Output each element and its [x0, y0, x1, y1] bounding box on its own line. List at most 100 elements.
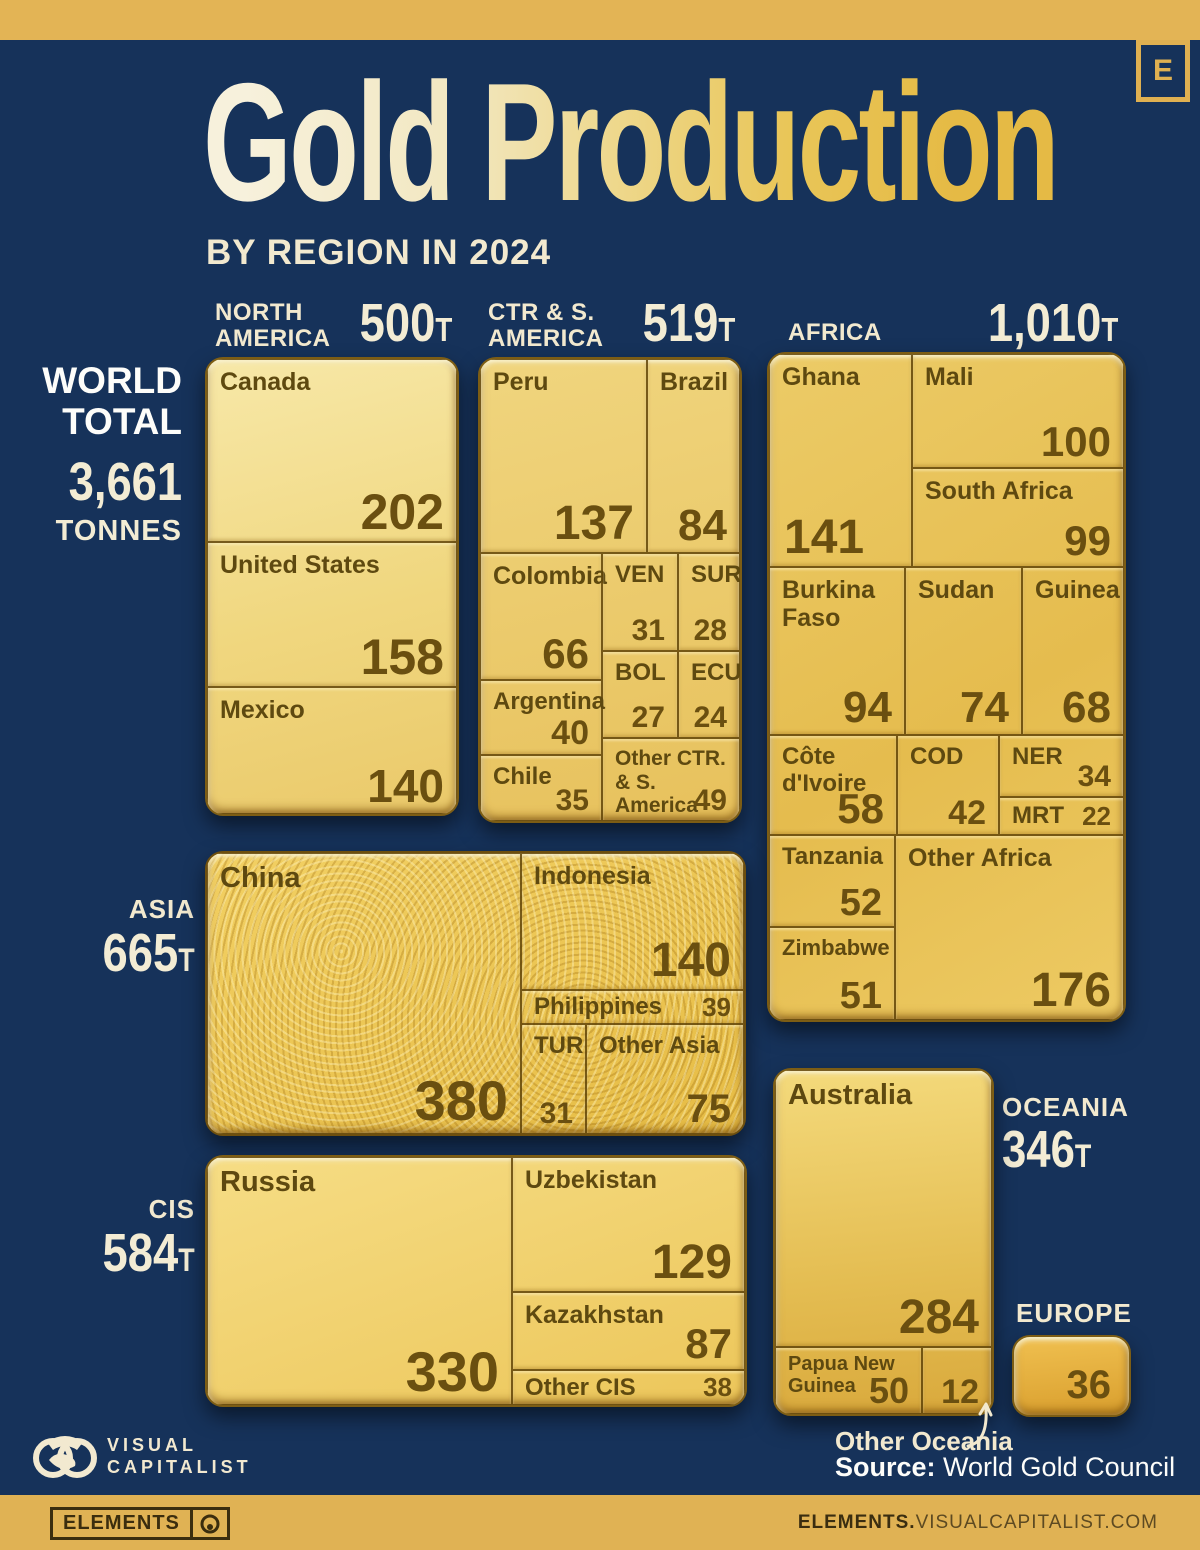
label-cis: CIS 584T [60, 1194, 195, 1282]
e-logo-letter: E [1152, 54, 1173, 87]
elements-badge-text: ELEMENTS [50, 1507, 193, 1540]
country-name: Peru [493, 368, 549, 396]
bar-ctr-s-america: Peru 137 Brazil 84 Colombia 66 VEN 31 SU… [478, 357, 742, 823]
cell-russia: Russia 330 [207, 1157, 512, 1405]
bar-asia: China 380 Indonesia 140 Philippines 39 T… [205, 851, 746, 1136]
country-value: 176 [1030, 964, 1111, 1017]
cell-bolivia: BOL 27 [602, 651, 678, 738]
world-total-unit: TONNES [55, 514, 182, 547]
country-value: 39 [702, 991, 731, 1022]
country-value: 24 [693, 701, 727, 734]
cell-burkina-faso: Burkina Faso 94 [769, 567, 905, 735]
country-name: Burkina Faso [782, 576, 876, 632]
country-name: Côte d'Ivoire [782, 743, 867, 797]
cell-sudan: Sudan 74 [905, 567, 1022, 735]
country-value: 284 [898, 1291, 979, 1344]
cell-mrt: MRT 22 [999, 797, 1124, 835]
country-name: Other CTR. & S. America [615, 747, 726, 818]
oceania-total-unit: T [1074, 1138, 1092, 1174]
bar-africa: Ghana 141 Mali 100 South Africa 99 Burki… [767, 352, 1126, 1022]
cell-suriname: SUR 28 [678, 553, 740, 651]
header-north-america: NORTH AMERICA [215, 299, 331, 353]
country-name: ECU [691, 659, 742, 686]
elements-badge: ELEMENTS [50, 1507, 230, 1540]
country-name: Brazil [660, 368, 729, 396]
country-value: 84 [678, 501, 727, 550]
country-name: Guinea [1035, 576, 1120, 604]
elements-e-logo: E [1136, 40, 1190, 102]
total-csa-value: 519 [642, 293, 719, 353]
header-ctr-s-america: CTR & S. AMERICA [488, 299, 604, 353]
cell-cod: COD 42 [897, 735, 999, 835]
country-name: Tanzania [782, 843, 883, 870]
cell-other-csa: Other CTR. & S. America 49 [602, 738, 740, 821]
cis-total-value: 584 [102, 1223, 179, 1283]
cell-other-africa: Other Africa 176 [895, 835, 1124, 1020]
country-value: 38 [703, 1372, 732, 1402]
footer-url-bold: ELEMENTS. [797, 1512, 916, 1533]
country-value: 31 [539, 1097, 573, 1130]
source-line: Source: World Gold Council [835, 1452, 1175, 1483]
country-value: 94 [843, 683, 892, 732]
country-value: 49 [693, 784, 727, 817]
country-name: SUR [691, 561, 742, 588]
country-name: Uzbekistan [525, 1166, 657, 1194]
cell-other-oceania: 12 [922, 1347, 992, 1414]
country-value: 330 [405, 1340, 499, 1403]
country-name: BOL [615, 659, 666, 686]
country-name: Mali [925, 363, 974, 391]
cell-turkey: TUR 31 [521, 1024, 586, 1134]
asia-region-name: ASIA [128, 894, 195, 924]
country-name: TUR [534, 1032, 584, 1059]
country-name: Other Asia [599, 1032, 720, 1059]
asia-total-unit: T [178, 942, 195, 978]
country-value: 12 [941, 1373, 979, 1411]
cell-zimbabwe: Zimbabwe 51 [769, 927, 895, 1020]
visual-capitalist-logo: VISUAL CAPITALIST [33, 1430, 252, 1482]
logo-line-1: VISUAL [107, 1434, 198, 1455]
top-gold-strip [0, 0, 1200, 40]
label-europe: EUROPE [1016, 1298, 1176, 1329]
footer-url: ELEMENTS.VISUALCAPITALIST.COM [798, 1512, 1158, 1534]
elements-badge-icon [192, 1507, 230, 1540]
country-name: Other Africa [908, 844, 1052, 872]
country-name: Australia [788, 1079, 913, 1111]
country-name: Mexico [220, 696, 305, 724]
country-value: 140 [367, 760, 444, 812]
bar-north-america: Canada 202 United States 158 Mexico 140 [205, 357, 459, 816]
country-value: 40 [551, 714, 589, 752]
country-value: 66 [542, 630, 589, 677]
country-value: 28 [693, 614, 727, 647]
cell-canada: Canada 202 [207, 359, 457, 542]
country-name: Ghana [782, 363, 860, 391]
country-value: 34 [1077, 760, 1111, 793]
source-label: Source: [835, 1452, 936, 1482]
cis-total-unit: T [178, 1242, 195, 1278]
europe-region-name: EUROPE [1016, 1298, 1132, 1328]
cis-region-name: CIS [148, 1194, 195, 1224]
country-name: Papua New Guinea [788, 1353, 895, 1398]
oceania-total-value: 346 [1002, 1121, 1075, 1179]
country-value: 87 [685, 1320, 732, 1367]
cell-indonesia: Indonesia 140 [521, 853, 744, 990]
country-name: China [220, 862, 301, 894]
cell-other-asia: Other Asia 75 [586, 1024, 744, 1134]
country-value: 50 [868, 1370, 909, 1411]
country-value: 42 [948, 794, 986, 832]
cell-kazakhstan: Kazakhstan 87 [512, 1292, 745, 1370]
country-value: 99 [1064, 517, 1111, 564]
cell-china: China 380 [207, 853, 521, 1134]
cell-peru: Peru 137 [480, 359, 647, 553]
cell-papua-new-guinea: Papua New Guinea 50 [775, 1347, 922, 1414]
country-value: 141 [784, 511, 865, 564]
country-name: Argentina [493, 688, 606, 715]
country-value: 129 [651, 1236, 732, 1289]
country-value: 51 [839, 975, 882, 1017]
cell-tanzania: Tanzania 52 [769, 835, 895, 927]
header-africa: AFRICA [788, 319, 882, 346]
cell-argentina: Argentina 40 [480, 680, 606, 755]
cell-guinea: Guinea 68 [1022, 567, 1124, 735]
country-value: 58 [837, 785, 884, 832]
world-total-label-1: WORLD [42, 360, 182, 401]
bar-oceania: Australia 284 Papua New Guinea 50 12 [773, 1068, 994, 1416]
